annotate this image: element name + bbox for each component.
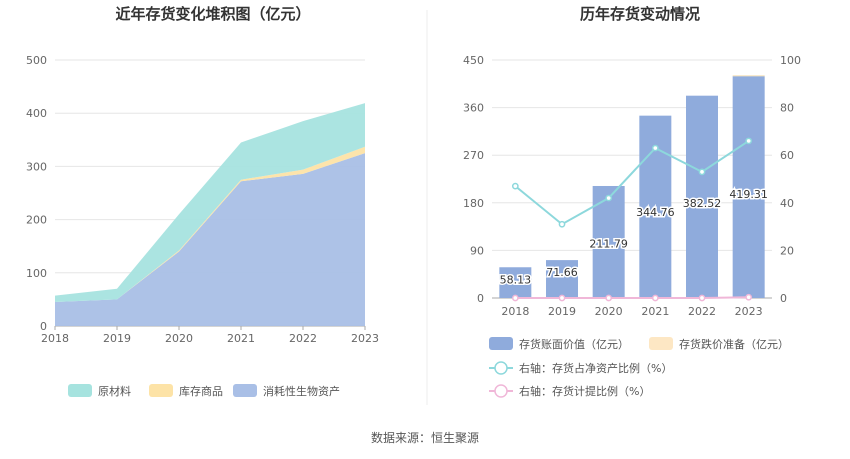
ratio-point-1 (558, 294, 566, 302)
right-x-tick: 2018 (501, 305, 529, 318)
left-y-tick: 200 (26, 214, 47, 227)
area-1 (55, 146, 365, 303)
right-y2-tick: 40 (780, 197, 794, 210)
ratio-point-0 (745, 137, 753, 145)
right-bars (499, 75, 765, 298)
right-y2-tick: 80 (780, 102, 794, 115)
right-bar-labels: 58.13 71.66 211.79 344.76 382.52 419.31 (498, 187, 769, 288)
left-x-tick: 2018 (41, 332, 69, 345)
left-x-tick: 2022 (289, 332, 317, 345)
left-x-tick: 2020 (165, 332, 193, 345)
right-y2-tick: 0 (780, 292, 787, 305)
right-legend-marker (494, 384, 508, 398)
provision-bar (732, 75, 765, 77)
left-x-tick: 2019 (103, 332, 131, 345)
right-legend-swatch (489, 337, 513, 350)
right-y-tick: 0 (477, 292, 484, 305)
right-y2-tick: 20 (780, 244, 794, 257)
bar-value-label: 344.76 (636, 206, 675, 219)
ratio-point-1 (698, 294, 706, 302)
left-y-tick: 500 (26, 54, 47, 67)
right-x-tick: 2020 (595, 305, 623, 318)
left-legend-swatch (68, 384, 92, 397)
right-x-axis: 2018 2019 2020 2021 2022 2023 (501, 305, 762, 318)
right-y-tick: 180 (463, 197, 484, 210)
right-legend-label: 右轴：存货占净资产比例（%） (519, 361, 672, 375)
left-x-tick: 2021 (227, 332, 255, 345)
ratio-line-0 (514, 140, 750, 226)
ratio-point-0 (558, 220, 566, 228)
ratio-point-0 (651, 144, 659, 152)
right-y2-tick: 60 (780, 149, 794, 162)
bar-line-chart: 历年存货变动情况 58.13 71.66 211.79 344.76 382.52 419… (463, 5, 801, 398)
ratio-point-0 (698, 168, 706, 176)
right-y-tick: 450 (463, 54, 484, 67)
left-y-tick: 0 (40, 320, 47, 333)
right-lines (511, 137, 753, 302)
right-legend: 存货账面价值（亿元） 存货跌价准备（亿元） 右轴：存货占净资产比例（%） 右轴：存货计… (489, 337, 789, 398)
bar-value-label: 211.79 (589, 238, 628, 251)
right-left-y-axis: 0 90 180 270 360 450 (463, 54, 484, 305)
left-legend-swatch (149, 384, 173, 397)
left-chart-title: 近年存货变化堆积图（亿元） (115, 5, 310, 23)
left-x-axis: 2018 2019 2020 2021 2022 2023 (41, 326, 379, 345)
bar-value-label: 382.52 (683, 197, 722, 210)
left-legend-label: 消耗性生物资产 (263, 384, 340, 398)
left-areas (55, 103, 365, 326)
ratio-point-0 (605, 194, 613, 202)
left-legend-label: 库存商品 (179, 384, 223, 398)
ratio-point-1 (745, 293, 753, 301)
bar-value-label: 419.31 (729, 188, 768, 201)
right-legend-label: 存货跌价准备（亿元） (679, 337, 789, 351)
inventory-bar (686, 95, 718, 298)
right-x-tick: 2023 (735, 305, 763, 318)
left-y-axis: 0 100 200 300 400 500 (26, 54, 47, 333)
area-2 (55, 103, 365, 303)
right-gridlines (492, 59, 772, 299)
right-y2-tick: 100 (780, 54, 801, 67)
right-legend-label: 右轴：存货计提比例（%） (519, 384, 650, 398)
left-x-tick: 2023 (351, 332, 379, 345)
right-x-tick: 2022 (688, 305, 716, 318)
left-y-tick: 100 (26, 267, 47, 280)
left-legend-swatch (233, 384, 257, 397)
right-chart-title: 历年存货变动情况 (580, 5, 700, 23)
left-y-tick: 400 (26, 107, 47, 120)
right-x-tick: 2021 (641, 305, 669, 318)
left-legend: 原材料 库存商品 消耗性生物资产 (68, 384, 340, 398)
ratio-point-0 (511, 182, 519, 190)
right-y-tick: 90 (470, 244, 484, 257)
ratio-point-1 (651, 294, 659, 302)
left-y-tick: 300 (26, 160, 47, 173)
right-y-tick: 360 (463, 102, 484, 115)
source-label: 数据来源：恒生聚源 (371, 430, 479, 445)
inventory-bar (732, 76, 765, 298)
left-legend-label: 原材料 (98, 384, 131, 398)
right-legend-marker (494, 361, 508, 375)
right-x-tick: 2019 (548, 305, 576, 318)
inventory-bar (546, 260, 578, 298)
right-y-tick: 270 (463, 149, 484, 162)
bar-value-label: 71.66 (546, 266, 578, 279)
inventory-bar (499, 267, 532, 298)
bar-value-label: 58.13 (500, 273, 532, 286)
ratio-line-1 (515, 296, 749, 299)
ratio-point-1 (605, 294, 613, 302)
ratio-point-1 (511, 294, 519, 302)
area-0 (55, 153, 365, 326)
right-legend-swatch (649, 337, 673, 350)
right-legend-label: 存货账面价值（亿元） (519, 337, 629, 351)
right-right-y-axis: 0 20 40 60 80 100 (780, 54, 801, 305)
